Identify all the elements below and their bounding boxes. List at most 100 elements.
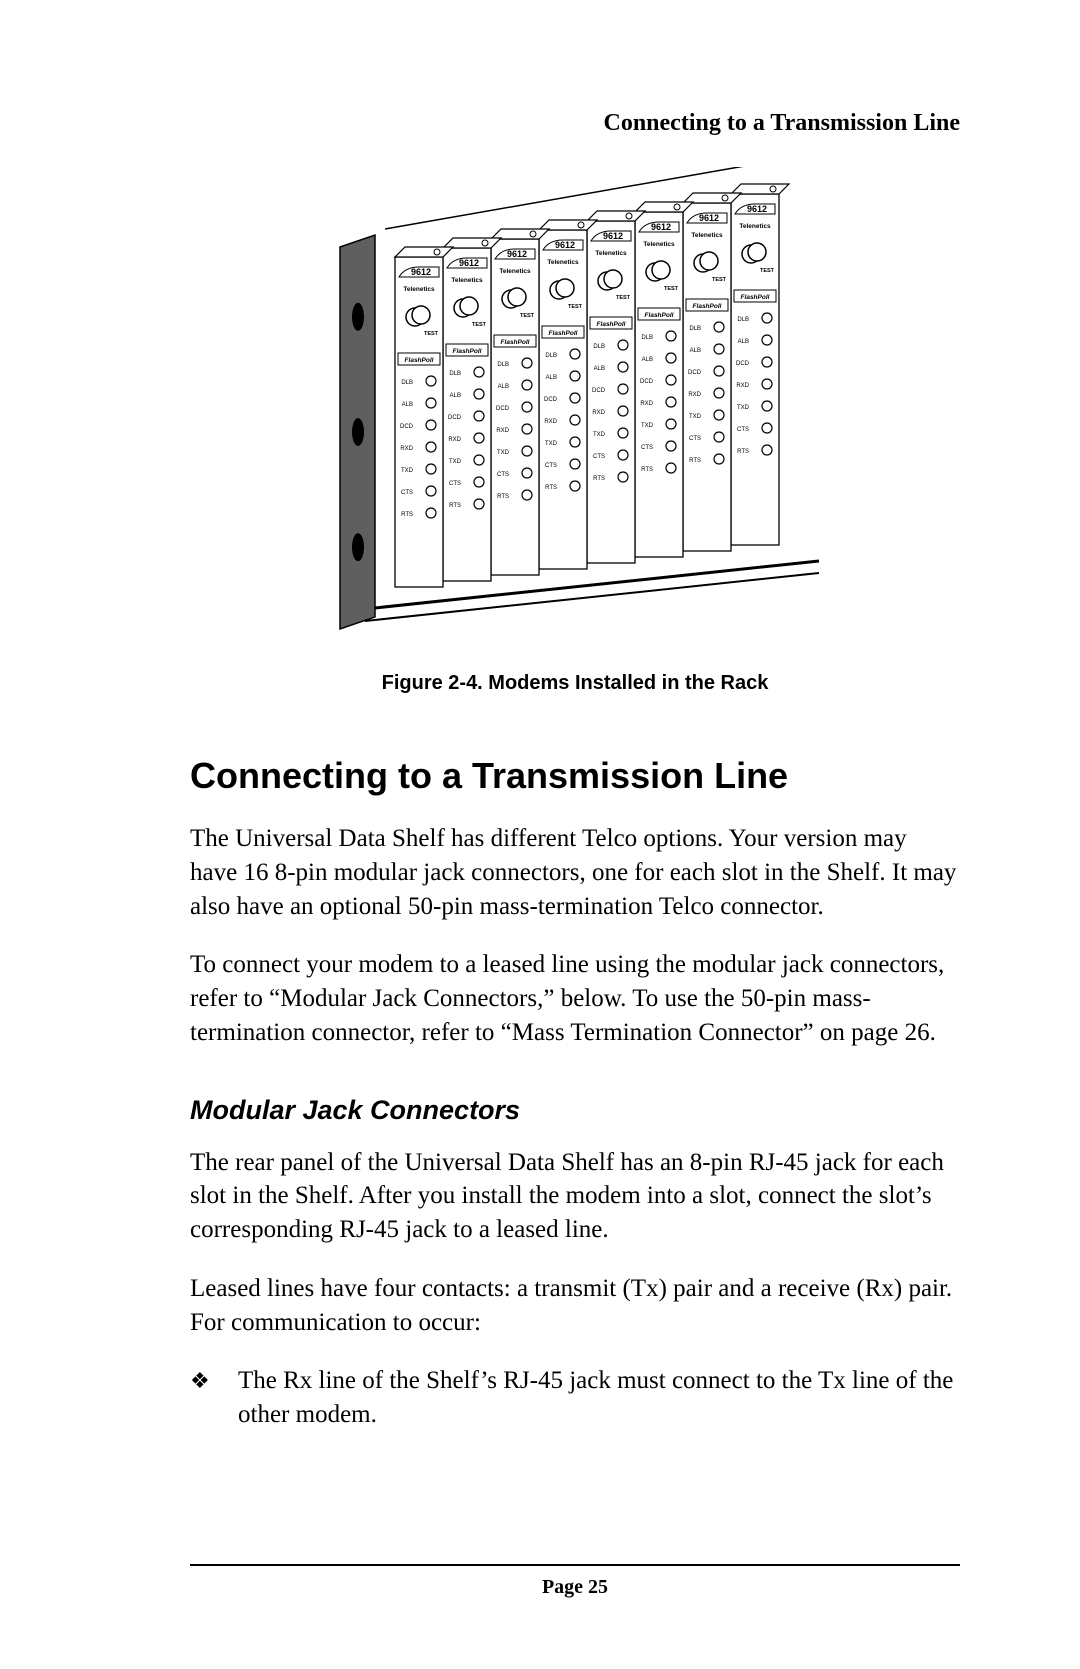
svg-text:Telenetics: Telenetics (595, 250, 627, 257)
body-paragraph: To connect your modem to a leased line u… (190, 948, 960, 1049)
svg-text:TXD: TXD (641, 423, 654, 429)
svg-text:DLB: DLB (497, 362, 509, 368)
svg-text:TEST: TEST (760, 268, 775, 274)
svg-text:TXD: TXD (401, 468, 414, 474)
svg-text:DLB: DLB (593, 344, 605, 350)
page-footer: Page 25 (190, 1564, 960, 1599)
svg-text:TXD: TXD (449, 459, 462, 465)
svg-text:Telenetics: Telenetics (739, 223, 771, 230)
svg-text:9612: 9612 (603, 231, 623, 241)
svg-text:9612: 9612 (411, 267, 431, 277)
svg-text:FlashPoll: FlashPoll (645, 312, 674, 319)
svg-text:RXD: RXD (544, 419, 557, 425)
svg-text:ALB: ALB (594, 366, 605, 372)
body-paragraph: Leased lines have four contacts: a trans… (190, 1272, 960, 1340)
svg-text:FlashPoll: FlashPoll (405, 357, 434, 364)
bullet-text: The Rx line of the Shelf’s RJ-45 jack mu… (238, 1364, 960, 1432)
svg-text:RTS: RTS (593, 476, 605, 482)
svg-text:RXD: RXD (736, 383, 749, 389)
footer-rule (190, 1564, 960, 1566)
svg-text:DCD: DCD (640, 379, 654, 385)
svg-text:DLB: DLB (737, 317, 749, 323)
svg-text:DLB: DLB (641, 335, 653, 341)
svg-text:CTS: CTS (497, 472, 509, 478)
svg-text:FlashPoll: FlashPoll (741, 294, 770, 301)
svg-text:DCD: DCD (688, 370, 702, 376)
svg-text:ALB: ALB (498, 384, 509, 390)
svg-text:DCD: DCD (736, 361, 750, 367)
svg-text:Telenetics: Telenetics (547, 259, 579, 266)
svg-text:9612: 9612 (699, 213, 719, 223)
svg-text:FlashPoll: FlashPoll (453, 348, 482, 355)
page: Connecting to a Transmission Line 9612 Te… (0, 0, 1080, 1669)
svg-text:TXD: TXD (545, 441, 558, 447)
svg-text:ALB: ALB (450, 393, 461, 399)
subsection-title: Modular Jack Connectors (190, 1095, 960, 1126)
svg-text:FlashPoll: FlashPoll (597, 321, 626, 328)
svg-text:DLB: DLB (401, 380, 413, 386)
running-header: Connecting to a Transmission Line (190, 110, 960, 137)
svg-text:CTS: CTS (737, 427, 749, 433)
svg-text:TXD: TXD (689, 414, 702, 420)
svg-text:FlashPoll: FlashPoll (549, 330, 578, 337)
bullet-item: ❖ The Rx line of the Shelf’s RJ-45 jack … (190, 1364, 960, 1432)
svg-text:ALB: ALB (546, 375, 557, 381)
svg-text:DLB: DLB (449, 371, 461, 377)
svg-text:TXD: TXD (737, 405, 750, 411)
svg-text:TEST: TEST (712, 277, 727, 283)
svg-text:TEST: TEST (424, 331, 439, 337)
svg-text:9612: 9612 (651, 222, 671, 232)
body-paragraph: The rear panel of the Universal Data She… (190, 1146, 960, 1247)
page-number: Page 25 (190, 1576, 960, 1599)
svg-text:TEST: TEST (616, 295, 631, 301)
svg-text:DLB: DLB (545, 353, 557, 359)
svg-text:RXD: RXD (688, 392, 701, 398)
svg-text:DCD: DCD (592, 388, 606, 394)
svg-text:TXD: TXD (593, 432, 606, 438)
svg-text:CTS: CTS (641, 445, 653, 451)
svg-text:RTS: RTS (401, 512, 413, 518)
svg-text:9612: 9612 (507, 249, 527, 259)
svg-text:ALB: ALB (738, 339, 749, 345)
svg-text:FlashPoll: FlashPoll (693, 303, 722, 310)
svg-text:Telenetics: Telenetics (403, 286, 435, 293)
svg-text:DCD: DCD (496, 406, 510, 412)
bullet-glyph-icon: ❖ (190, 1364, 238, 1396)
svg-text:TEST: TEST (520, 313, 535, 319)
svg-text:Telenetics: Telenetics (499, 268, 531, 275)
svg-text:RTS: RTS (689, 458, 701, 464)
svg-text:TEST: TEST (664, 286, 679, 292)
svg-text:RTS: RTS (737, 449, 749, 455)
svg-text:ALB: ALB (642, 357, 653, 363)
svg-text:CTS: CTS (401, 490, 413, 496)
svg-text:TEST: TEST (472, 322, 487, 328)
svg-text:9612: 9612 (459, 258, 479, 268)
svg-text:CTS: CTS (593, 454, 605, 460)
svg-text:TEST: TEST (568, 304, 583, 310)
svg-text:RTS: RTS (449, 503, 461, 509)
svg-text:RTS: RTS (497, 494, 509, 500)
svg-text:CTS: CTS (689, 436, 701, 442)
svg-text:DCD: DCD (400, 424, 414, 430)
figure-caption: Figure 2-4. Modems Installed in the Rack (190, 672, 960, 695)
svg-text:ALB: ALB (690, 348, 701, 354)
body-paragraph: The Universal Data Shelf has different T… (190, 822, 960, 923)
svg-text:FlashPoll: FlashPoll (501, 339, 530, 346)
svg-text:Telenetics: Telenetics (691, 232, 723, 239)
svg-text:RXD: RXD (448, 437, 461, 443)
rack-illustration: 9612 Telenetics TEST FlashPoll DLB ALB DCD RXD T… (315, 167, 835, 647)
svg-text:DCD: DCD (448, 415, 462, 421)
svg-text:Telenetics: Telenetics (643, 241, 675, 248)
svg-text:ALB: ALB (402, 402, 413, 408)
svg-text:RXD: RXD (496, 428, 509, 434)
svg-text:RTS: RTS (641, 467, 653, 473)
figure-rack-modems: 9612 Telenetics TEST FlashPoll DLB ALB DCD RXD T… (190, 167, 960, 695)
svg-text:DCD: DCD (544, 397, 558, 403)
svg-text:CTS: CTS (449, 481, 461, 487)
svg-text:CTS: CTS (545, 463, 557, 469)
svg-text:DLB: DLB (689, 326, 701, 332)
svg-text:Telenetics: Telenetics (451, 277, 483, 284)
svg-text:TXD: TXD (497, 450, 510, 456)
svg-text:RXD: RXD (400, 446, 413, 452)
section-title: Connecting to a Transmission Line (190, 755, 960, 797)
